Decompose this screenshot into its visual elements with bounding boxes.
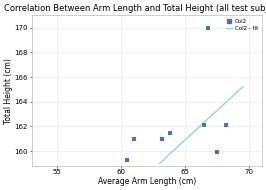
Point xyxy=(168,131,172,134)
Point xyxy=(202,124,206,127)
Point xyxy=(224,124,228,127)
Point xyxy=(160,137,164,140)
Y-axis label: Total Height (cm): Total Height (cm) xyxy=(4,58,13,124)
Legend: Col2, Col2 - fit: Col2, Col2 - fit xyxy=(225,18,259,32)
Title: Correlation Between Arm Length and Total Height (all test subjects): Correlation Between Arm Length and Total… xyxy=(4,4,266,13)
X-axis label: Average Arm Length (cm): Average Arm Length (cm) xyxy=(98,177,196,186)
Point xyxy=(125,158,130,161)
Point xyxy=(215,151,219,154)
Point xyxy=(132,137,136,140)
Point xyxy=(206,26,210,29)
